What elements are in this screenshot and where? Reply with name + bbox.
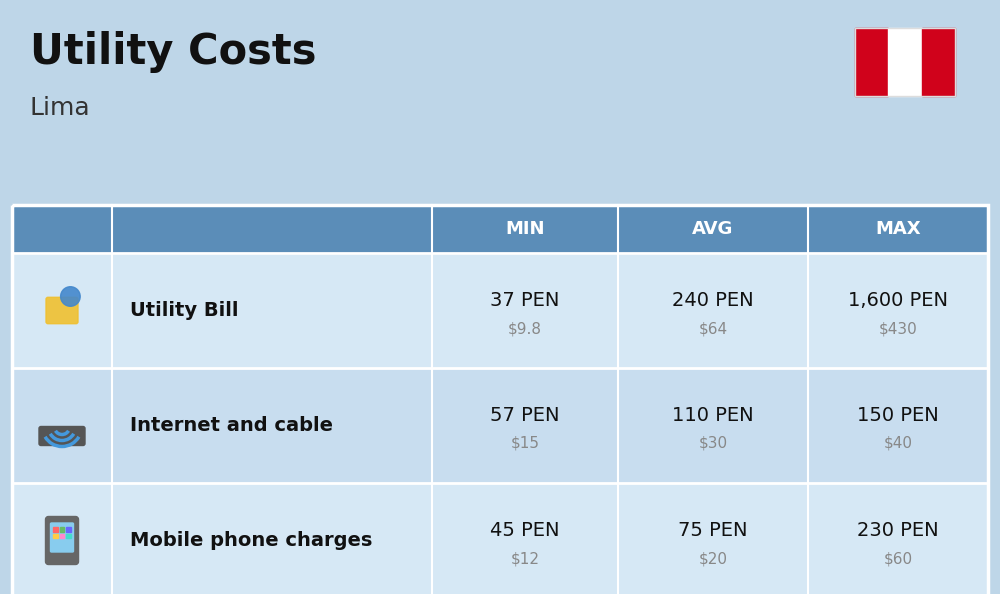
Text: 75 PEN: 75 PEN xyxy=(678,521,748,540)
Bar xyxy=(12,483,988,594)
Text: Lima: Lima xyxy=(30,96,91,120)
Bar xyxy=(12,483,112,594)
Bar xyxy=(60,527,64,532)
Text: 57 PEN: 57 PEN xyxy=(490,406,560,425)
Text: $9.8: $9.8 xyxy=(508,321,542,336)
Text: 150 PEN: 150 PEN xyxy=(857,406,939,425)
Bar xyxy=(66,527,70,532)
Bar xyxy=(922,28,955,96)
Bar xyxy=(12,253,988,368)
Text: Mobile phone charges: Mobile phone charges xyxy=(130,531,372,550)
Text: MAX: MAX xyxy=(875,220,921,238)
Bar xyxy=(53,527,58,532)
Text: $15: $15 xyxy=(511,436,540,451)
Text: $60: $60 xyxy=(883,551,913,566)
Text: 37 PEN: 37 PEN xyxy=(490,291,560,310)
Bar xyxy=(855,28,955,96)
Bar xyxy=(66,533,70,538)
Text: AVG: AVG xyxy=(692,220,734,238)
Text: $430: $430 xyxy=(879,321,917,336)
Bar xyxy=(12,368,112,483)
FancyBboxPatch shape xyxy=(39,426,85,446)
Text: $12: $12 xyxy=(511,551,540,566)
Text: $40: $40 xyxy=(884,436,912,451)
Circle shape xyxy=(61,287,80,307)
FancyBboxPatch shape xyxy=(46,298,78,324)
FancyBboxPatch shape xyxy=(50,523,74,552)
Text: MIN: MIN xyxy=(505,220,545,238)
Text: 240 PEN: 240 PEN xyxy=(672,291,754,310)
Bar xyxy=(855,28,888,96)
Bar xyxy=(12,205,988,253)
Text: $64: $64 xyxy=(698,321,728,336)
Text: 110 PEN: 110 PEN xyxy=(672,406,754,425)
Bar xyxy=(60,533,64,538)
Text: 230 PEN: 230 PEN xyxy=(857,521,939,540)
Bar xyxy=(53,533,58,538)
Bar xyxy=(12,368,988,483)
Text: $20: $20 xyxy=(698,551,728,566)
Bar xyxy=(12,253,112,368)
Text: Internet and cable: Internet and cable xyxy=(130,416,333,435)
Text: 45 PEN: 45 PEN xyxy=(490,521,560,540)
Text: Utility Bill: Utility Bill xyxy=(130,301,239,320)
Bar xyxy=(888,28,922,96)
Text: Utility Costs: Utility Costs xyxy=(30,31,316,73)
FancyBboxPatch shape xyxy=(46,517,78,564)
Text: 1,600 PEN: 1,600 PEN xyxy=(848,291,948,310)
Text: $30: $30 xyxy=(698,436,728,451)
Bar xyxy=(12,205,988,594)
